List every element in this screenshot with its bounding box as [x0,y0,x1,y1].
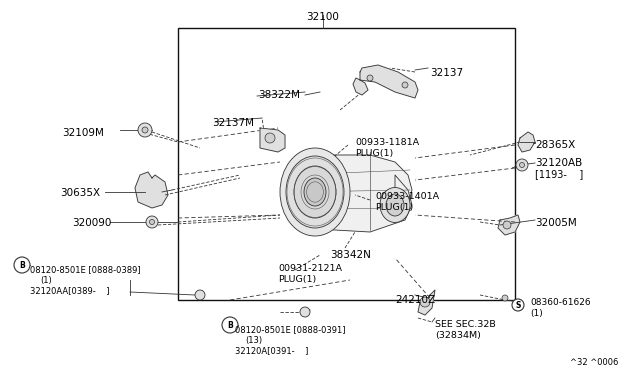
Circle shape [146,216,158,228]
Circle shape [512,299,524,311]
Circle shape [14,257,30,273]
Polygon shape [295,155,412,232]
Text: B: B [19,260,25,269]
Polygon shape [498,215,520,235]
Text: (32834M): (32834M) [435,331,481,340]
Circle shape [367,75,373,81]
Text: PLUG(1): PLUG(1) [355,149,393,158]
Circle shape [503,221,511,229]
Polygon shape [135,172,168,208]
Text: 08120-8501E [0888-0389]: 08120-8501E [0888-0389] [30,265,141,274]
Text: PLUG(1): PLUG(1) [375,203,413,212]
Text: SEE SEC.32B: SEE SEC.32B [435,320,496,329]
Text: 32137M: 32137M [212,118,254,128]
Ellipse shape [280,148,350,236]
Polygon shape [260,128,285,152]
Text: PLUG(1): PLUG(1) [278,275,316,284]
Ellipse shape [380,187,410,222]
Text: 32120AA[0389-    ]: 32120AA[0389- ] [30,286,109,295]
Text: 30635X: 30635X [60,188,100,198]
Circle shape [502,295,508,301]
Text: ^32 ^0006: ^32 ^0006 [570,358,618,367]
Text: 38342N: 38342N [330,250,371,260]
Text: (1): (1) [40,276,52,285]
Circle shape [265,133,275,143]
Polygon shape [353,78,368,95]
Text: 00933-1401A: 00933-1401A [375,192,439,201]
Ellipse shape [286,156,344,228]
Circle shape [150,219,154,224]
Circle shape [222,317,238,333]
Text: 32120AB: 32120AB [535,158,582,168]
Circle shape [516,159,528,171]
Text: 32100: 32100 [307,12,339,22]
Text: 38322M: 38322M [258,90,300,100]
Text: 00933-1181A: 00933-1181A [355,138,419,147]
Polygon shape [518,132,535,152]
Ellipse shape [304,178,326,206]
Text: B: B [227,321,233,330]
Circle shape [142,127,148,133]
Text: 32005M: 32005M [535,218,577,228]
Text: 32120A[0391-    ]: 32120A[0391- ] [235,346,308,355]
Polygon shape [418,290,435,315]
Text: (1): (1) [530,309,543,318]
Text: S: S [515,301,521,310]
Ellipse shape [386,194,404,216]
Ellipse shape [294,166,336,218]
Circle shape [195,290,205,300]
Bar [178,28,515,300]
Polygon shape [360,65,418,98]
Text: 08120-8501E [0888-0391]: 08120-8501E [0888-0391] [235,325,346,334]
Text: [1193-    ]: [1193- ] [535,169,583,179]
Text: 320090: 320090 [72,218,111,228]
Text: 28365X: 28365X [535,140,575,150]
Circle shape [138,123,152,137]
Text: 32109M: 32109M [62,128,104,138]
Text: 24210Z: 24210Z [395,295,435,305]
Text: (13): (13) [245,336,262,345]
Circle shape [520,163,525,167]
Circle shape [420,297,430,307]
Text: 08360-61626: 08360-61626 [530,298,591,307]
Text: 00931-2121A: 00931-2121A [278,264,342,273]
Text: 32137: 32137 [430,68,463,78]
Circle shape [300,307,310,317]
Circle shape [402,82,408,88]
